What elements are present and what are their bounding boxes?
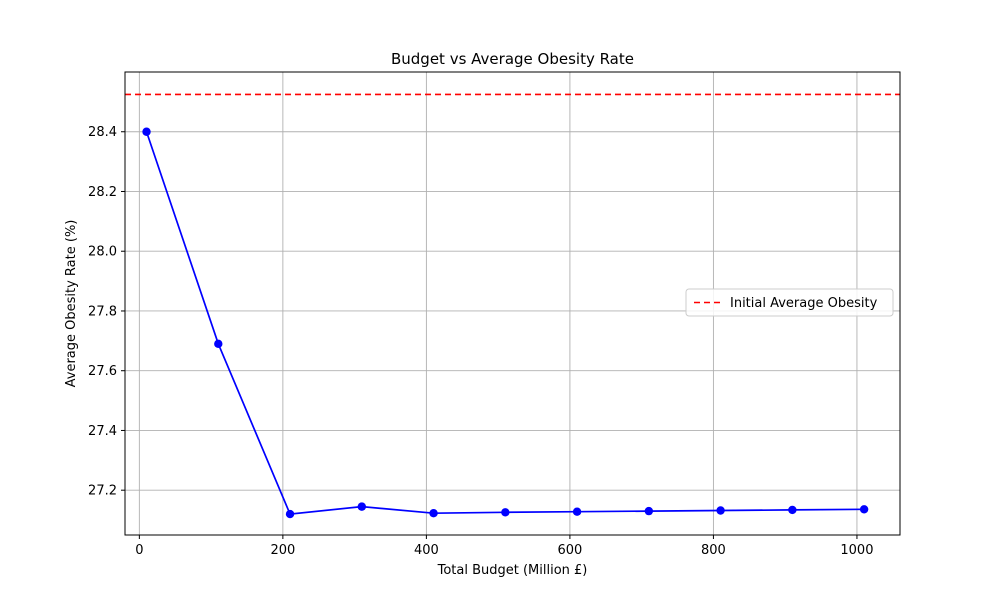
x-tick-label: 1000 — [840, 543, 873, 558]
data-point — [788, 505, 797, 515]
data-point — [859, 505, 869, 514]
x-tick-label: 600 — [557, 543, 582, 558]
legend-box — [685, 288, 894, 317]
x-tick-label: 0 — [135, 543, 143, 558]
y-tick-label: 27.2 — [88, 484, 117, 499]
axis-ticks: 0 200 400 600 800 1000 27.2 27.4 27.6 27.8 28.0 28.… — [88, 125, 873, 558]
y-tick-label: 27.4 — [88, 424, 117, 439]
y-tick-label: 27.6 — [88, 364, 117, 379]
y-tick-label: 28.4 — [88, 125, 117, 140]
series-layer — [142, 127, 869, 519]
data-point — [285, 509, 295, 519]
data-point — [572, 507, 582, 516]
x-tick-label: 800 — [701, 543, 726, 558]
data-point — [644, 506, 654, 516]
y-tick-label: 28.2 — [88, 185, 117, 200]
y-axis-label: Average Obesity Rate (%) — [64, 220, 79, 388]
data-point — [214, 339, 223, 349]
data-point — [357, 502, 367, 511]
plot-area-frame — [124, 71, 901, 536]
data-point — [501, 508, 510, 517]
legend-label: Initial Average Obesity — [730, 296, 878, 311]
y-tick-label: 27.8 — [88, 304, 117, 319]
x-tick-label: 200 — [270, 543, 295, 558]
data-point — [429, 508, 438, 518]
y-tick-label: 28.0 — [88, 245, 117, 260]
data-point — [142, 127, 151, 136]
chart-title: Budget vs Average Obesity Rate — [391, 50, 634, 68]
x-tick-label: 400 — [414, 543, 439, 558]
x-axis-label: Total Budget (Million £) — [437, 563, 588, 578]
data-point — [716, 506, 725, 515]
legend: Initial Average Obesity — [685, 288, 894, 317]
